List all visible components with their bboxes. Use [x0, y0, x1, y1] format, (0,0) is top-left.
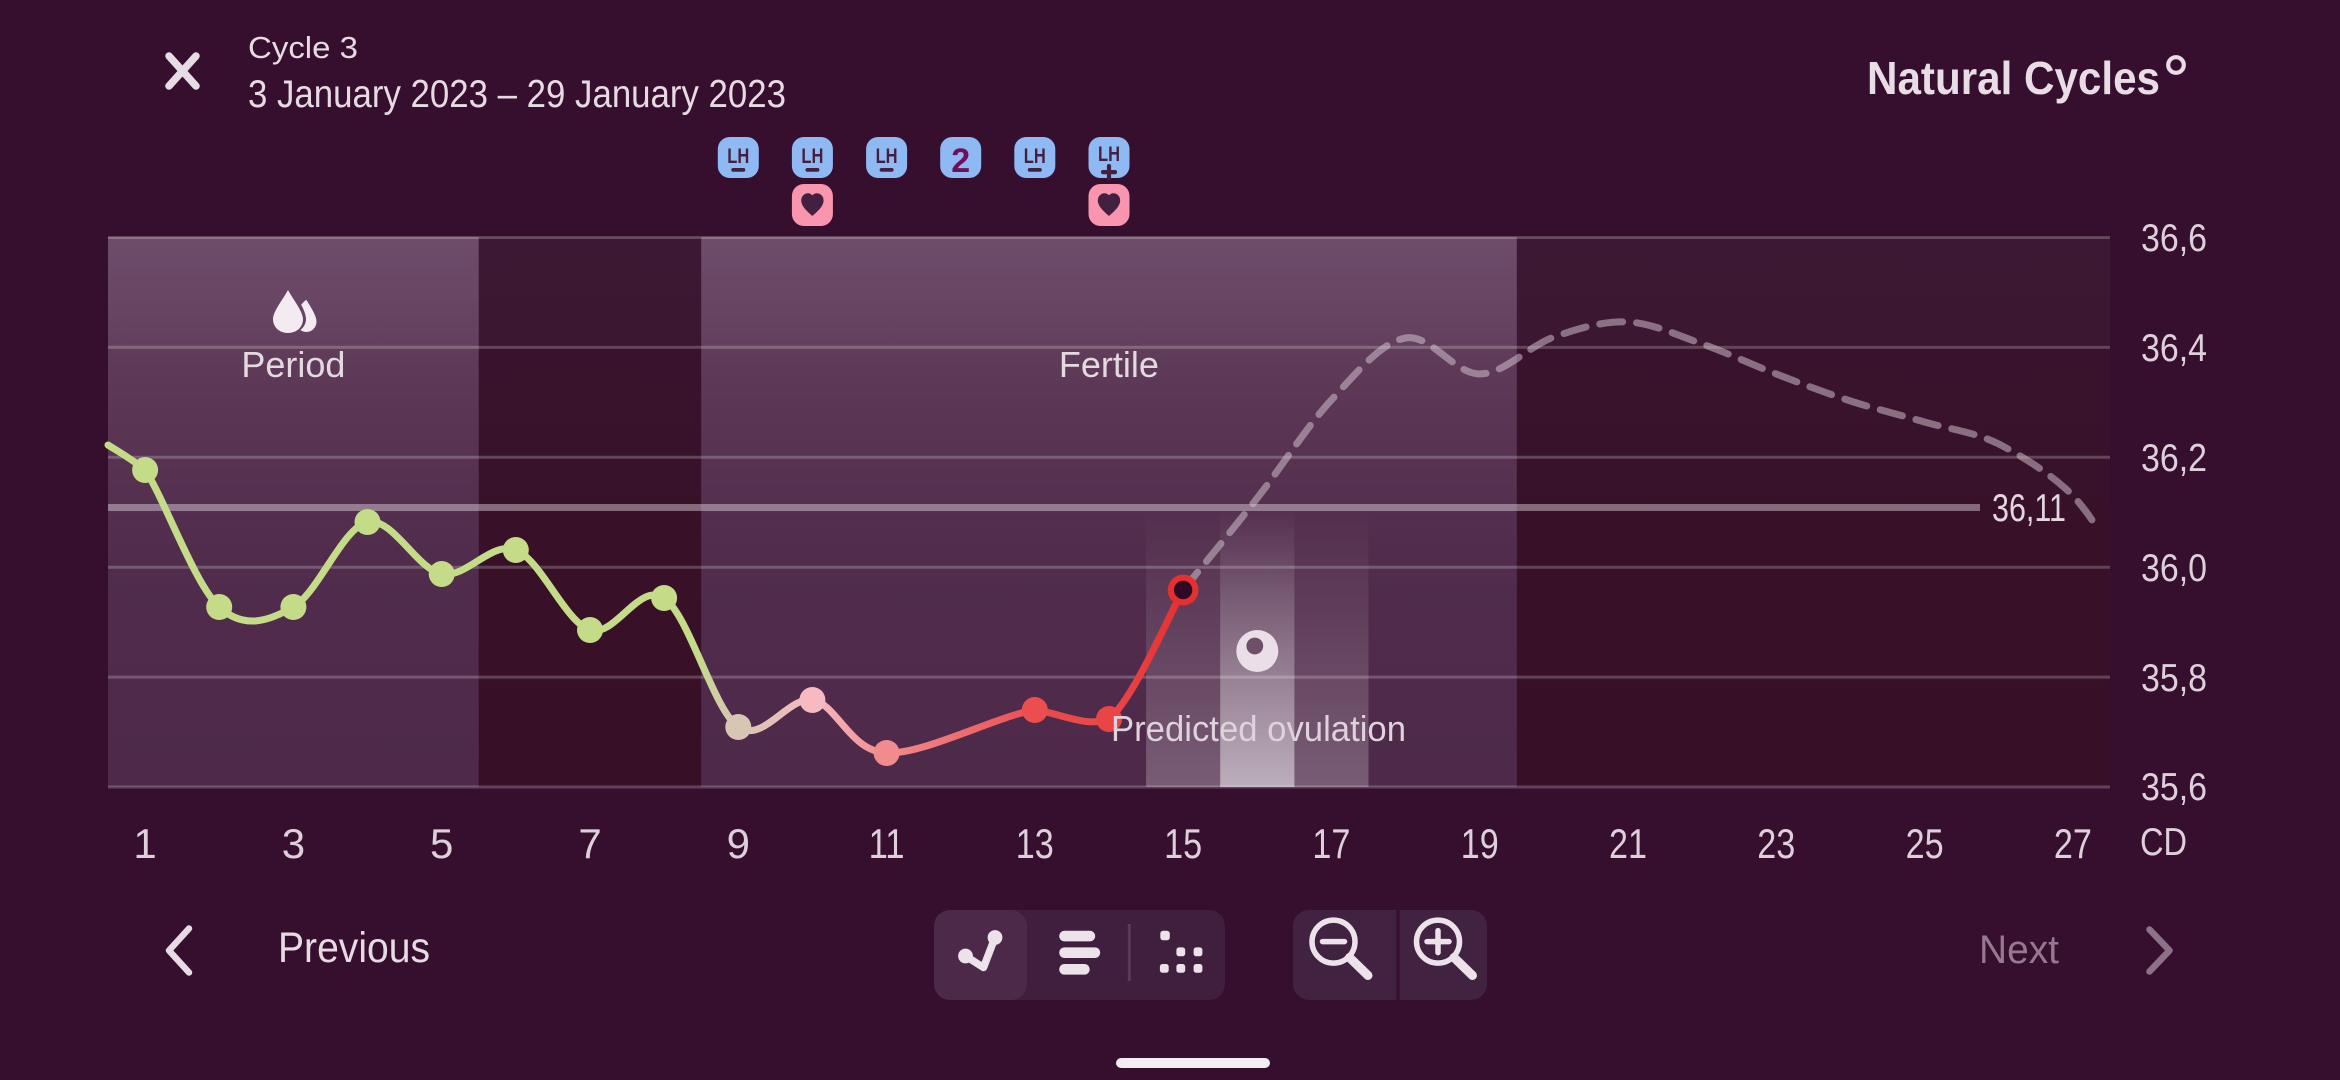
svg-text:21: 21 — [1609, 820, 1647, 867]
svg-text:17: 17 — [1312, 820, 1350, 867]
svg-text:7: 7 — [578, 820, 601, 867]
svg-text:Period: Period — [241, 344, 345, 385]
svg-text:3: 3 — [282, 820, 305, 867]
svg-text:LH: LH — [727, 145, 749, 168]
svg-text:5: 5 — [430, 820, 453, 867]
svg-text:2: 2 — [951, 142, 970, 180]
svg-text:36,0: 36,0 — [2141, 547, 2207, 590]
svg-text:35,6: 35,6 — [2141, 766, 2207, 809]
svg-text:CD: CD — [2140, 821, 2187, 864]
svg-text:1: 1 — [133, 820, 156, 867]
svg-text:Natural Cycles: Natural Cycles — [1867, 52, 2160, 104]
svg-text:36,6: 36,6 — [2141, 217, 2207, 260]
svg-text:23: 23 — [1757, 820, 1795, 867]
svg-text:27: 27 — [2054, 820, 2092, 867]
svg-text:36,4: 36,4 — [2141, 327, 2207, 370]
svg-text:Predicted ovulation: Predicted ovulation — [1111, 708, 1406, 749]
svg-text:Next: Next — [1979, 928, 2059, 972]
svg-text:LH: LH — [1098, 143, 1120, 166]
svg-text:13: 13 — [1016, 820, 1054, 867]
svg-text:Fertile: Fertile — [1059, 344, 1159, 385]
svg-text:36,2: 36,2 — [2141, 437, 2207, 480]
svg-text:36,11: 36,11 — [1992, 487, 2066, 530]
svg-text:3 January 2023 – 29 January 20: 3 January 2023 – 29 January 2023 — [248, 73, 786, 116]
svg-text:25: 25 — [1906, 820, 1944, 867]
svg-text:15: 15 — [1164, 820, 1202, 867]
svg-text:Previous: Previous — [278, 924, 430, 972]
svg-text:Cycle 3: Cycle 3 — [248, 30, 358, 65]
svg-text:19: 19 — [1461, 820, 1499, 867]
svg-text:11: 11 — [869, 820, 905, 867]
svg-text:9: 9 — [727, 820, 750, 867]
svg-text:35,8: 35,8 — [2141, 657, 2207, 700]
